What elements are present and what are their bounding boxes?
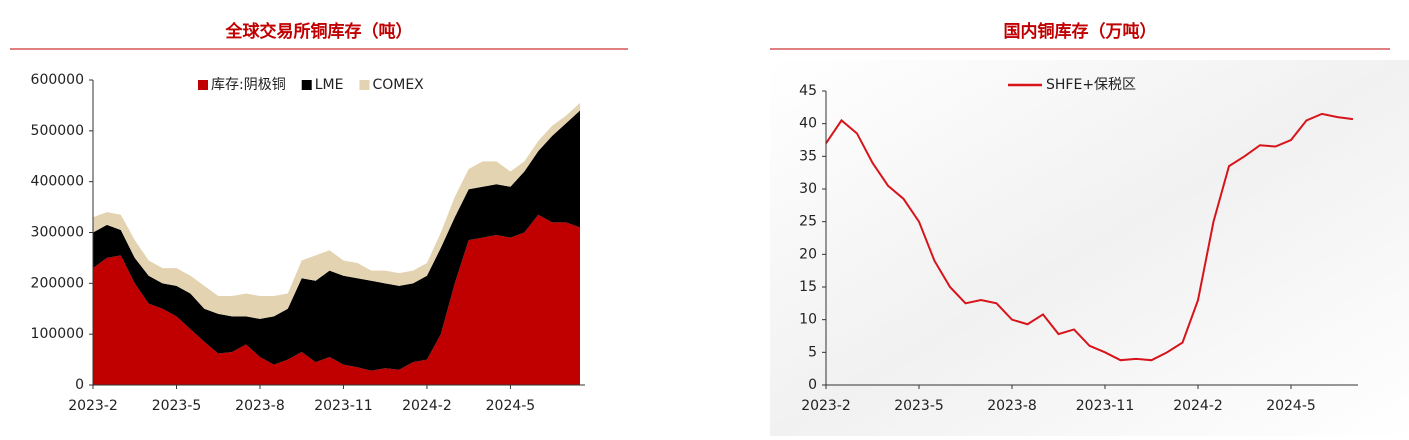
- y-tick-label: 5: [808, 344, 817, 360]
- background: [770, 60, 1409, 436]
- y-tick-label: 500000: [31, 123, 84, 139]
- y-tick-label: 45: [799, 83, 817, 99]
- line: [825, 112, 1354, 362]
- y-tick-label: 600000: [31, 72, 84, 88]
- legend-label: SHFE+保税区: [1046, 77, 1136, 93]
- y-tick-label: 20: [799, 246, 817, 262]
- legend-label: 库存:阴极铜: [211, 77, 286, 93]
- y-tick-label: 200000: [31, 275, 84, 291]
- y-tick-label: 25: [799, 214, 817, 230]
- y-tick-label: 100000: [31, 326, 84, 342]
- area: [93, 110, 580, 371]
- legend-swatch: [301, 80, 312, 90]
- y-tick-label: 15: [799, 279, 817, 295]
- y-tick-label: 30: [799, 181, 817, 197]
- x-tick-label: 2024-5: [486, 398, 536, 414]
- y-tick-label: 0: [808, 377, 817, 393]
- x-tick-label: 2023-8: [987, 398, 1037, 414]
- legend-label: LME: [315, 77, 344, 93]
- chart-title: 国内铜库存（万吨）: [1004, 21, 1157, 42]
- y-tick-label: 10: [799, 312, 817, 328]
- x-tick-label: 2023-5: [152, 398, 202, 414]
- y-tick-label: 0: [75, 377, 84, 393]
- x-tick-label: 2023-5: [894, 398, 944, 414]
- x-tick-label: 2023-2: [801, 398, 851, 414]
- x-tick-label: 2023-11: [1076, 398, 1135, 414]
- x-tick-label: 2024-5: [1266, 398, 1316, 414]
- x-tick-label: 2024-2: [402, 398, 452, 414]
- y-tick-label: 35: [799, 148, 817, 164]
- x-tick-label: 2023-11: [314, 398, 373, 414]
- legend-swatch: [198, 80, 208, 90]
- y-tick-label: 400000: [31, 174, 84, 190]
- x-tick-label: 2024-2: [1173, 398, 1223, 414]
- y-tick-label: 40: [799, 116, 817, 132]
- x-tick-label: 2023-2: [68, 398, 118, 414]
- y-tick-label: 300000: [31, 225, 84, 241]
- chart-title: 全球交易所铜库存（吨）: [225, 21, 413, 42]
- legend-swatch: [359, 80, 370, 90]
- legend-label: COMEX: [372, 77, 424, 93]
- x-tick-label: 2023-8: [235, 398, 285, 414]
- area: [93, 214, 580, 385]
